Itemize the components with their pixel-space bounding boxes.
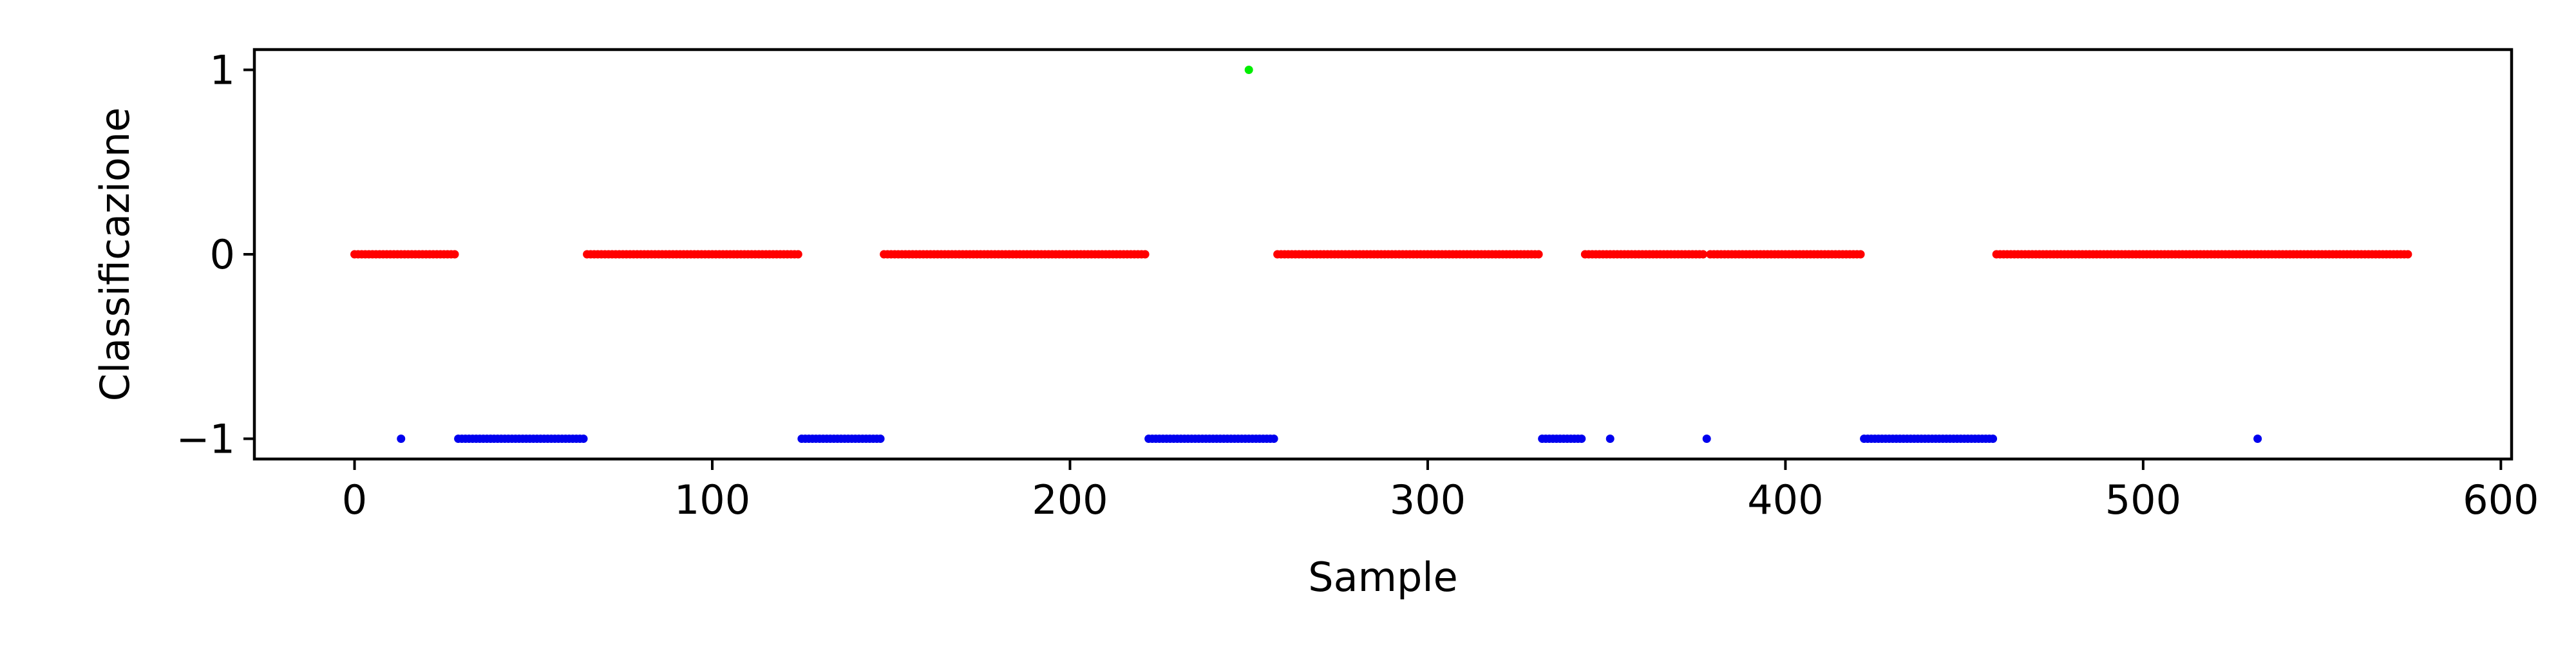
data-point-class-0 <box>450 250 459 259</box>
data-point-class-1 <box>1244 66 1253 75</box>
data-point-class--1 <box>1989 434 1998 443</box>
axes-layer: 0 100 200 300 400 500 600 −1 0 1 <box>176 47 2539 523</box>
y-tick-label: −1 <box>176 415 235 462</box>
data-point-class-0 <box>2403 250 2412 259</box>
data-points-layer <box>350 66 2412 443</box>
data-point-class-0 <box>793 250 802 259</box>
data-point-class--1 <box>876 434 885 443</box>
plot-frame <box>252 48 2514 461</box>
data-point-class--1 <box>397 434 406 443</box>
data-point-class-0 <box>1534 250 1543 259</box>
x-tick-label: 300 <box>1390 476 1466 523</box>
x-tick-label: 400 <box>1747 476 1823 523</box>
x-tick-label: 200 <box>1032 476 1108 523</box>
x-tick-label: 0 <box>342 476 367 523</box>
data-point-class--1 <box>579 434 588 443</box>
x-tick-label: 500 <box>2105 476 2181 523</box>
y-tick-label: 1 <box>210 47 235 94</box>
data-point-class--1 <box>1577 434 1586 443</box>
data-point-class--1 <box>1269 434 1278 443</box>
x-axis-label: Sample <box>1308 554 1457 601</box>
y-tick-label: 0 <box>210 231 235 278</box>
data-point-class-0 <box>1141 250 1150 259</box>
y-axis-label: Classificazione <box>91 108 138 402</box>
data-point-class-0 <box>1856 250 1865 259</box>
x-tick-label: 100 <box>674 476 750 523</box>
data-point-class--1 <box>1702 434 1711 443</box>
data-point-class-0 <box>1699 250 1708 259</box>
data-point-class--1 <box>1605 434 1615 443</box>
x-tick-label: 600 <box>2463 476 2539 523</box>
data-point-class--1 <box>2253 434 2262 443</box>
